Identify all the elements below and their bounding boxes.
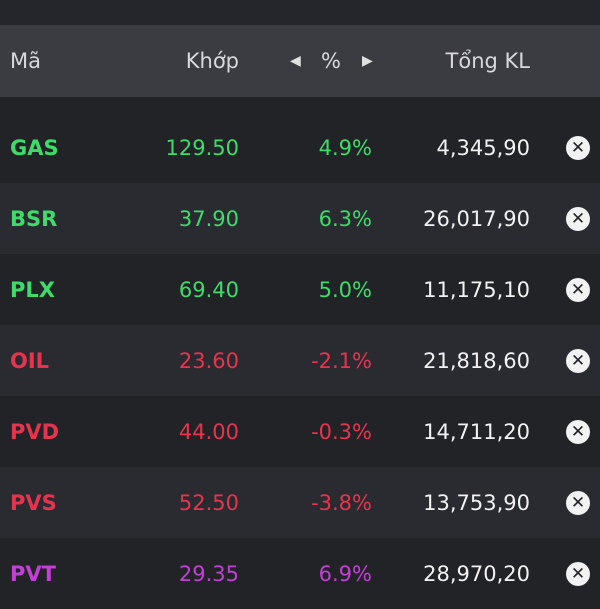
row-price: 129.50 [165,135,239,160]
row-percent: -2.1% [311,348,372,373]
table-row[interactable]: OIL 23.60 -2.1% 21,818,60 ✕ [0,325,600,396]
triangle-right-icon[interactable]: ▶ [362,53,373,69]
row-symbol[interactable]: PVD [10,419,60,444]
row-volume: 28,970,20 [423,561,530,586]
row-percent: -0.3% [311,419,372,444]
row-price: 37.90 [178,206,239,231]
spacer [0,97,600,112]
close-circle-icon[interactable]: ✕ [566,206,590,231]
table-row[interactable]: PLX 69.40 5.0% 11,175,10 ✕ [0,254,600,325]
row-percent: 6.3% [318,206,372,231]
table-row[interactable]: PVD 44.00 -0.3% 14,711,20 ✕ [0,396,600,467]
watchlist-rows: GAS 129.50 4.9% 4,345,90 ✕ BSR 37.90 6.3% 26,017… [0,112,600,609]
top-bar [0,0,600,25]
row-volume: 14,711,20 [423,419,530,444]
row-symbol[interactable]: PVS [10,490,57,515]
row-price: 44.00 [178,419,239,444]
row-symbol[interactable]: BSR [10,206,58,231]
row-symbol[interactable]: PLX [10,277,55,302]
header-symbol[interactable]: Mã [10,49,41,73]
row-symbol[interactable]: PVT [10,561,56,586]
row-price: 69.40 [178,277,239,302]
row-price: 52.50 [178,490,239,515]
row-price: 29.35 [178,561,239,586]
row-price: 23.60 [178,348,239,373]
row-percent: 4.9% [318,135,372,160]
table-row[interactable]: PVS 52.50 -3.8% 13,753,90 ✕ [0,467,600,538]
row-percent: 5.0% [318,277,372,302]
table-row[interactable]: PVT 29.35 6.9% 28,970,20 ✕ [0,538,600,609]
row-volume: 21,818,60 [423,348,530,373]
row-volume: 4,345,90 [436,135,530,160]
row-volume: 13,753,90 [423,490,530,515]
table-row[interactable]: BSR 37.90 6.3% 26,017,90 ✕ [0,183,600,254]
close-circle-icon[interactable]: ✕ [566,561,590,586]
row-volume: 11,175,10 [423,277,530,302]
row-percent: -3.8% [311,490,372,515]
close-circle-icon[interactable]: ✕ [566,135,590,160]
close-circle-icon[interactable]: ✕ [566,348,590,373]
row-percent: 6.9% [318,561,372,586]
header-price[interactable]: Khớp [185,49,239,73]
close-circle-icon[interactable]: ✕ [566,419,590,444]
close-circle-icon[interactable]: ✕ [566,490,590,515]
row-volume: 26,017,90 [423,206,530,231]
row-symbol[interactable]: GAS [10,135,59,160]
header-percent[interactable]: % [321,49,341,73]
table-row[interactable]: GAS 129.50 4.9% 4,345,90 ✕ [0,112,600,183]
header-volume[interactable]: Tổng KL [445,49,530,73]
close-circle-icon[interactable]: ✕ [566,277,590,302]
row-symbol[interactable]: OIL [10,348,50,373]
table-header: Mã Khớp ◀ % ▶ Tổng KL [0,25,600,97]
triangle-left-icon[interactable]: ◀ [290,53,301,69]
